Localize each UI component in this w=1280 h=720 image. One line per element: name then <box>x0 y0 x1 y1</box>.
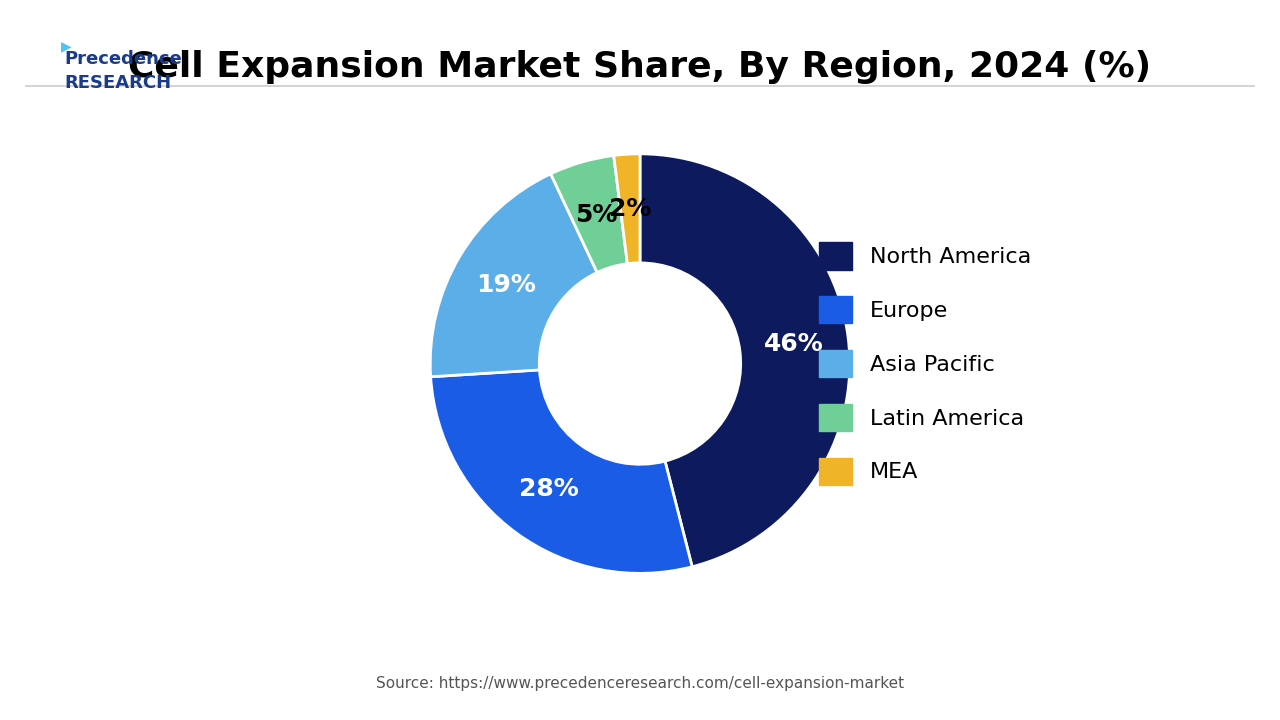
Text: Precedence
RESEARCH: Precedence RESEARCH <box>64 50 182 92</box>
Text: 46%: 46% <box>764 332 824 356</box>
Wedge shape <box>430 370 692 573</box>
Text: 28%: 28% <box>518 477 579 501</box>
Text: 2%: 2% <box>609 197 652 221</box>
Wedge shape <box>430 174 598 377</box>
Text: Cell Expansion Market Share, By Region, 2024 (%): Cell Expansion Market Share, By Region, … <box>128 50 1152 84</box>
Legend: North America, Europe, Asia Pacific, Latin America, MEA: North America, Europe, Asia Pacific, Lat… <box>819 243 1032 485</box>
Wedge shape <box>613 154 640 264</box>
Text: 5%: 5% <box>576 202 618 227</box>
Wedge shape <box>550 156 627 272</box>
Text: 19%: 19% <box>476 273 536 297</box>
Text: ▶: ▶ <box>61 40 72 53</box>
Wedge shape <box>640 154 850 567</box>
Text: Source: https://www.precedenceresearch.com/cell-expansion-market: Source: https://www.precedenceresearch.c… <box>376 676 904 691</box>
